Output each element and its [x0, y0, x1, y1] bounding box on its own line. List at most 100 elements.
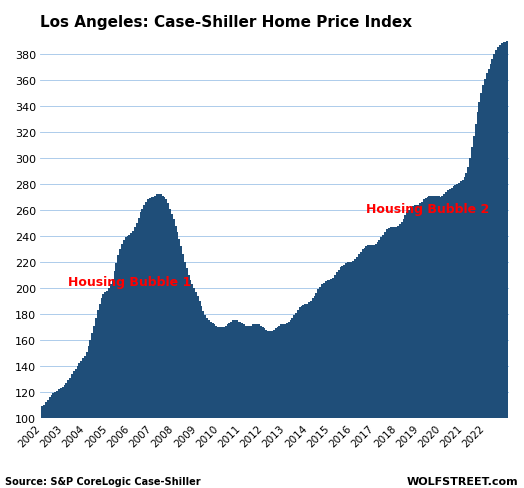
Bar: [299, 308, 301, 488]
Bar: [277, 327, 278, 488]
Text: Housing Bubble 1: Housing Bubble 1: [68, 276, 191, 289]
Bar: [413, 205, 416, 488]
Bar: [492, 60, 493, 488]
Bar: [323, 283, 325, 488]
Bar: [273, 330, 275, 488]
Bar: [236, 321, 238, 488]
Bar: [132, 231, 134, 488]
Bar: [295, 313, 297, 488]
Bar: [301, 306, 302, 488]
Bar: [393, 227, 395, 488]
Bar: [315, 293, 318, 488]
Bar: [471, 148, 473, 488]
Bar: [103, 295, 104, 488]
Bar: [80, 361, 82, 488]
Bar: [66, 383, 67, 488]
Bar: [134, 227, 136, 488]
Bar: [417, 205, 419, 488]
Bar: [219, 327, 221, 488]
Bar: [63, 386, 66, 488]
Bar: [475, 125, 477, 488]
Bar: [430, 196, 432, 488]
Bar: [478, 103, 481, 488]
Bar: [245, 326, 247, 488]
Bar: [223, 327, 225, 488]
Bar: [388, 229, 389, 488]
Bar: [243, 325, 245, 488]
Bar: [121, 244, 123, 488]
Bar: [238, 322, 239, 488]
Bar: [180, 247, 182, 488]
Bar: [377, 243, 378, 488]
Bar: [45, 403, 47, 488]
Bar: [226, 325, 228, 488]
Bar: [215, 326, 217, 488]
Bar: [399, 225, 401, 488]
Bar: [469, 159, 471, 488]
Bar: [51, 395, 52, 488]
Bar: [329, 281, 330, 488]
Bar: [139, 213, 141, 488]
Bar: [262, 327, 264, 488]
Bar: [451, 188, 453, 488]
Bar: [436, 196, 438, 488]
Bar: [401, 222, 402, 488]
Bar: [247, 326, 249, 488]
Bar: [391, 227, 393, 488]
Bar: [395, 227, 397, 488]
Bar: [382, 235, 384, 488]
Bar: [186, 269, 188, 488]
Bar: [155, 196, 156, 488]
Bar: [337, 270, 340, 488]
Bar: [410, 208, 412, 488]
Bar: [145, 203, 147, 488]
Bar: [126, 236, 128, 488]
Bar: [293, 316, 295, 488]
Bar: [434, 196, 436, 488]
Bar: [188, 275, 190, 488]
Bar: [286, 324, 288, 488]
Bar: [266, 330, 267, 488]
Bar: [43, 405, 45, 488]
Bar: [197, 296, 199, 488]
Bar: [419, 204, 421, 488]
Bar: [288, 322, 290, 488]
Bar: [212, 324, 214, 488]
Bar: [440, 198, 441, 488]
Bar: [115, 264, 117, 488]
Bar: [260, 326, 262, 488]
Bar: [386, 230, 388, 488]
Bar: [163, 198, 166, 488]
Bar: [347, 263, 349, 488]
Bar: [380, 238, 382, 488]
Bar: [91, 334, 93, 488]
Bar: [406, 213, 408, 488]
Bar: [128, 235, 130, 488]
Bar: [397, 226, 399, 488]
Bar: [456, 184, 458, 488]
Bar: [232, 321, 234, 488]
Bar: [110, 285, 112, 488]
Bar: [488, 70, 489, 488]
Bar: [278, 326, 280, 488]
Bar: [460, 182, 462, 488]
Bar: [340, 267, 341, 488]
Bar: [173, 220, 174, 488]
Bar: [99, 304, 101, 488]
Bar: [438, 196, 440, 488]
Bar: [54, 392, 56, 488]
Bar: [267, 331, 269, 488]
Bar: [62, 387, 63, 488]
Text: WOLFSTREET.com: WOLFSTREET.com: [407, 476, 519, 486]
Bar: [169, 209, 171, 488]
Bar: [264, 328, 266, 488]
Bar: [503, 43, 505, 488]
Bar: [432, 196, 434, 488]
Bar: [228, 324, 230, 488]
Bar: [75, 369, 77, 488]
Bar: [117, 256, 119, 488]
Bar: [106, 291, 108, 488]
Bar: [477, 113, 478, 488]
Bar: [312, 299, 313, 488]
Bar: [364, 248, 365, 488]
